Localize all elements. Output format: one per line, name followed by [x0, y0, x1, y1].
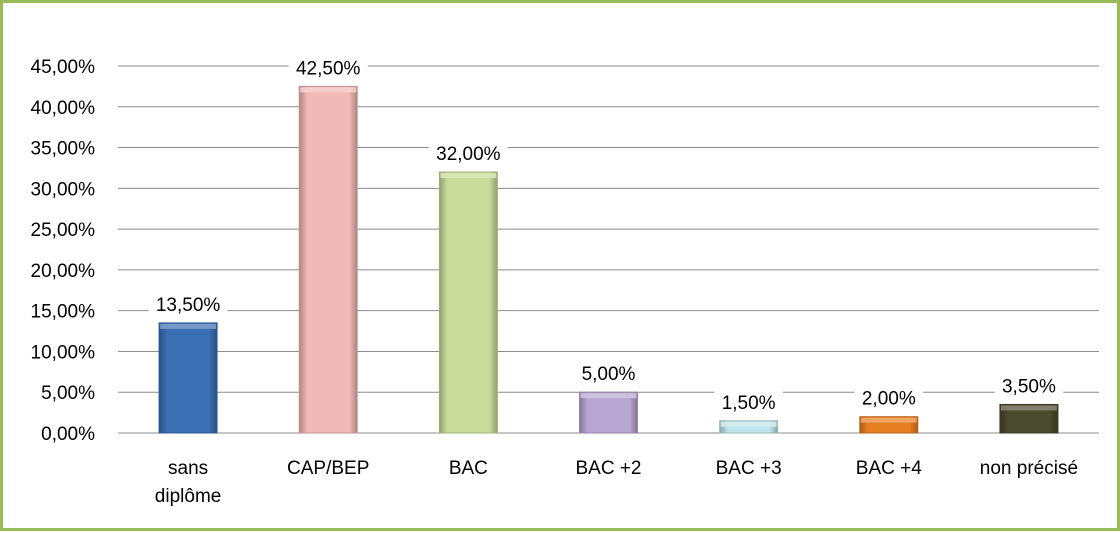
data-label: 13,50%: [156, 295, 221, 316]
x-tick-label: BAC +3: [716, 458, 782, 479]
data-label: 2,00%: [862, 389, 916, 410]
data-label-bg: [428, 140, 508, 167]
x-tick-label: non précisé: [980, 458, 1078, 479]
y-tick-label: 30,00%: [31, 179, 96, 200]
y-tick-label: 20,00%: [31, 261, 96, 282]
y-tick-label: 10,00%: [31, 342, 96, 363]
bar-bevel: [300, 87, 357, 93]
y-tick-label: 0,00%: [41, 424, 95, 445]
x-tick-label: BAC +2: [575, 458, 641, 479]
y-tick-label: 15,00%: [31, 302, 96, 323]
bar-bevel: [580, 393, 637, 399]
x-tick-label: sans diplôme: [155, 458, 222, 507]
y-axis: 0,00% 5,00% 10,00% 15,00% 20,00% 25,00% 30,00%…: [31, 57, 96, 445]
data-label-bg: [854, 384, 924, 411]
y-tick-label: 40,00%: [31, 98, 96, 119]
bar-bevel: [720, 421, 777, 427]
data-label-bg: [994, 372, 1064, 399]
x-tick-label: BAC +4: [856, 458, 922, 479]
bar: [298, 85, 358, 434]
data-labels: 13,50% 42,50% 32,00% 5,00% 1,50% 2,00% 3,50%: [148, 54, 1064, 415]
x-tick-label: CAP/BEP: [287, 458, 369, 479]
bar-bevel: [160, 323, 217, 329]
y-tick-label: 5,00%: [41, 383, 95, 404]
data-label: 32,00%: [436, 144, 501, 165]
bar-bevel: [440, 173, 497, 179]
bar-bevel: [1000, 405, 1057, 411]
y-tick-label: 25,00%: [31, 220, 96, 241]
bar: [579, 391, 638, 434]
data-label-bg: [574, 360, 643, 387]
bars: [158, 85, 1059, 434]
x-tick-label: BAC: [449, 458, 488, 479]
data-label-bg: [714, 388, 783, 415]
y-tick-label: 45,00%: [31, 57, 96, 78]
x-axis: sans diplôme CAP/BEP BAC BAC +2 BAC +3 BAC +4 n…: [155, 458, 1078, 507]
data-label: 1,50%: [722, 393, 776, 414]
y-tick-label: 35,00%: [31, 139, 96, 160]
bar: [158, 322, 218, 434]
gridlines: [118, 65, 1099, 434]
data-label: 3,50%: [1002, 376, 1056, 397]
data-label: 42,50%: [296, 58, 361, 79]
bar-chart: 0,00% 5,00% 10,00% 15,00% 20,00% 25,00% 30,00%…: [31, 54, 1099, 507]
data-label-bg: [148, 290, 228, 317]
bar: [438, 171, 498, 434]
data-label: 5,00%: [582, 364, 636, 385]
data-label-bg: [288, 54, 368, 81]
bar-bevel: [860, 417, 917, 423]
